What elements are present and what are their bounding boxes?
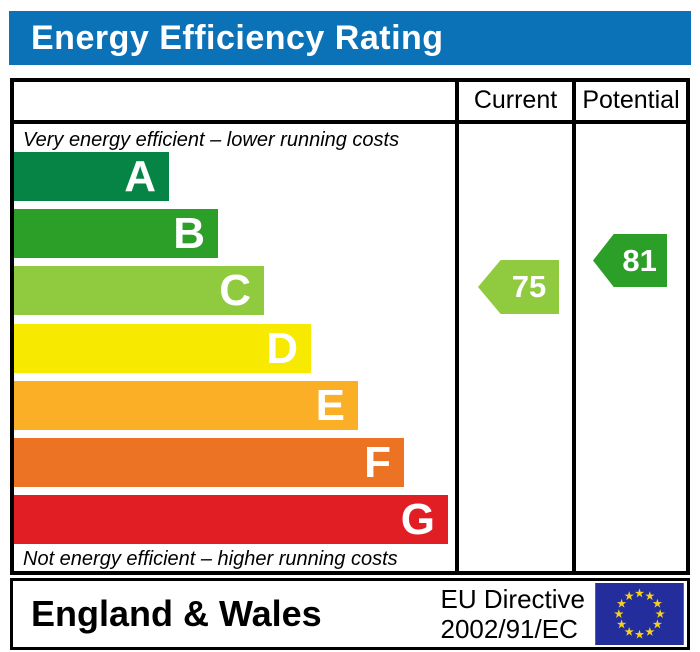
band-letter: D: [266, 323, 298, 373]
band-letter: E: [315, 380, 345, 430]
potential-rating-value: 81: [622, 242, 657, 278]
band-b: B: [14, 209, 218, 259]
eu-flag-icon: [595, 583, 684, 645]
band-d: D: [14, 323, 311, 373]
potential-rating-arrow: 81: [593, 234, 667, 287]
band-letter: F: [364, 438, 391, 487]
band-c: C: [14, 266, 264, 316]
band-letter: B: [173, 209, 205, 259]
note-very-efficient: Very energy efficient – lower running co…: [23, 129, 400, 151]
current-rating-value: 75: [511, 269, 547, 304]
eu-directive-line2: 2002/91/EC: [440, 614, 578, 644]
footer-bar: England & Wales EU Directive 2002/91/EC: [10, 578, 690, 650]
table-header-row: Current Potential: [14, 82, 686, 124]
region-label: England & Wales: [31, 593, 322, 634]
eu-directive-line1: EU Directive: [440, 584, 585, 614]
band-e: E: [14, 380, 358, 430]
column-header-potential: Potential: [582, 86, 680, 114]
rating-table: Current Potential Very energy efficient …: [10, 78, 690, 575]
band-g: G: [14, 495, 448, 545]
column-header-current: Current: [473, 86, 558, 114]
eu-directive-label: EU Directive 2002/91/EC: [441, 584, 585, 644]
column-divider-potential: [572, 82, 576, 571]
current-rating-arrow: 75: [478, 260, 559, 314]
title-bar: Energy Efficiency Rating: [9, 11, 691, 65]
band-letter: C: [219, 266, 251, 316]
note-not-efficient: Not energy efficient – higher running co…: [23, 548, 398, 570]
band-a: A: [14, 152, 169, 201]
band-letter: G: [400, 495, 435, 545]
band-letter: A: [124, 152, 156, 201]
band-f: F: [14, 438, 404, 487]
page-title: Energy Efficiency Rating: [31, 18, 444, 57]
column-divider-current: [455, 82, 459, 571]
